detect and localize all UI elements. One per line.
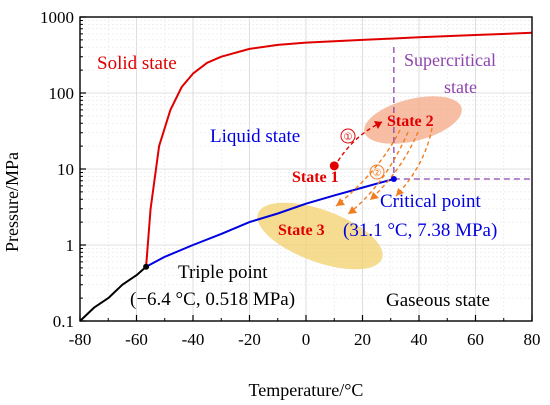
grid bbox=[79, 17, 533, 322]
marker-points bbox=[143, 161, 397, 270]
x-tick-label: 20 bbox=[354, 330, 371, 349]
x-tick-label: -60 bbox=[125, 330, 148, 349]
arrow-2c bbox=[369, 131, 419, 201]
arrow-2c-head bbox=[370, 192, 379, 200]
arrow-2d bbox=[395, 127, 433, 197]
critical-guides bbox=[393, 47, 532, 180]
arrow-2b bbox=[347, 131, 409, 215]
label-solid-state: Solid state bbox=[97, 53, 177, 74]
state2-ellipse bbox=[364, 96, 462, 144]
label-step2: ② bbox=[373, 168, 382, 179]
label-critical-1: Critical point bbox=[380, 191, 482, 212]
label-step1: ① bbox=[344, 132, 353, 143]
arrow-2a-head bbox=[336, 198, 345, 206]
process-arrows bbox=[335, 121, 433, 215]
series-line-0 bbox=[79, 265, 147, 322]
arrow-step1 bbox=[337, 121, 383, 162]
series-line-2 bbox=[145, 178, 395, 268]
label-supercritical-1: Supercritical bbox=[404, 50, 496, 70]
label-triple-2: (−6.4 °C, 0.518 MPa) bbox=[130, 289, 295, 310]
step1-circle bbox=[340, 128, 356, 144]
x-tick-label: 40 bbox=[411, 330, 428, 349]
arrow-step1-head bbox=[374, 121, 382, 129]
x-tick-label: -80 bbox=[69, 330, 92, 349]
label-gaseous-state: Gaseous state bbox=[386, 290, 490, 311]
x-tick-label: -20 bbox=[238, 330, 261, 349]
label-state1: State 1 bbox=[292, 169, 339, 186]
axes: -80 -60 -40 -20 0 20 40 60 80 0.1 1 10 100 1000 bbox=[40, 8, 541, 349]
series-line-1 bbox=[145, 31, 533, 267]
annotations: Solid state Supercritical state Liquid s… bbox=[97, 50, 497, 311]
x-tick-label: -40 bbox=[182, 330, 205, 349]
x-tick-label: 80 bbox=[524, 330, 541, 349]
label-supercritical-2: state bbox=[444, 77, 477, 97]
step2-circle bbox=[369, 164, 385, 180]
state-regions bbox=[257, 96, 462, 270]
x-tick-label: 60 bbox=[467, 330, 484, 349]
point-state1 bbox=[329, 161, 339, 171]
arrow-2b-head bbox=[348, 206, 357, 214]
y-axis-label: Pressure/MPa bbox=[2, 152, 22, 252]
y-tick-label: 1000 bbox=[40, 8, 74, 27]
phase-boundaries bbox=[79, 31, 533, 322]
point-triple bbox=[143, 263, 150, 270]
label-liquid-state: Liquid state bbox=[210, 126, 300, 147]
arrow-2d-head bbox=[396, 188, 404, 196]
y-tick-label: 0.1 bbox=[53, 312, 74, 331]
y-tick-label: 1 bbox=[66, 236, 75, 255]
label-state2: State 2 bbox=[387, 113, 434, 130]
point-critical bbox=[390, 176, 397, 183]
arrow-2a bbox=[335, 129, 401, 207]
state3-ellipse bbox=[257, 202, 383, 270]
x-axis-label: Temperature/°C bbox=[249, 380, 364, 400]
x-tick-label: 0 bbox=[302, 330, 311, 349]
label-triple-1: Triple point bbox=[178, 262, 268, 283]
label-state3: State 3 bbox=[278, 222, 325, 239]
label-critical-2: (31.1 °C, 7.38 MPa) bbox=[343, 220, 497, 241]
y-tick-label: 100 bbox=[49, 84, 75, 103]
y-tick-label: 10 bbox=[57, 160, 74, 179]
